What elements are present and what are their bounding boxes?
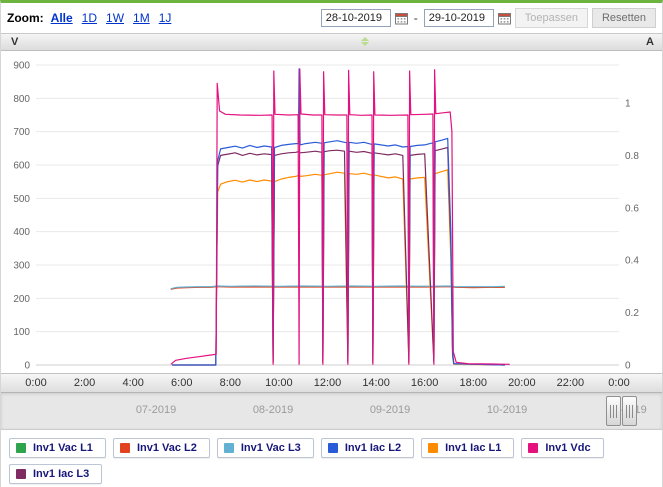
svg-text:800: 800 [13,94,30,105]
x-tick-label: 6:00 [171,377,193,389]
x-tick-label: 12:00 [313,377,342,389]
sort-arrow-icon [361,37,369,46]
legend-item[interactable]: Inv1 Iac L2 [320,438,415,458]
navigator-handle-left[interactable] [606,396,621,426]
legend-item-label: Inv1 Vdc [545,442,591,454]
svg-text:0: 0 [625,361,631,372]
zoom-option-1j[interactable]: 1J [158,11,172,25]
x-tick-label: 18:00 [459,377,488,389]
apply-button[interactable]: Toepassen [514,8,588,28]
left-axis-title: V [11,36,19,48]
sort-down-arrow-icon [361,42,369,46]
legend-swatch-icon [223,443,234,453]
legend-item[interactable]: Inv1 Vdc [521,438,604,458]
navigator-month-label: 07-2019 [135,404,177,416]
toolbar: Zoom: Alle 1D 1W 1M 1J - [1,3,662,33]
svg-text:0.2: 0.2 [625,308,639,319]
navigator-month-label: 08-2019 [252,404,294,416]
navigator-month-label: 10-2019 [486,404,528,416]
calendar-icon[interactable] [497,12,511,25]
legend-swatch-icon [428,443,439,453]
x-tick-label: 8:00 [219,377,242,389]
zoom-option-alle[interactable]: Alle [50,11,73,25]
grip-icon [610,404,617,418]
legend-item[interactable]: Inv1 Vac L2 [112,438,210,458]
legend-item-label: Inv1 Vac L2 [136,442,197,454]
x-tick-label: 14:00 [362,377,390,389]
legend-item[interactable]: Inv1 Vac L3 [216,438,314,458]
svg-text:200: 200 [13,294,30,305]
right-axis-title: A [646,36,654,48]
x-tick-label: 22:00 [556,377,585,389]
legend-item-label: Inv1 Vac L1 [33,442,93,454]
legend-swatch-icon [16,469,26,479]
date-range-separator: - [413,11,418,25]
x-tick-label: 10:00 [265,377,293,389]
legend-item-label: Inv1 Vac L3 [240,442,301,454]
legend-item[interactable]: Inv1 Iac L1 [421,438,515,458]
svg-text:0: 0 [24,361,30,372]
date-range-group: - Toepassen Resetten [320,8,656,28]
grip-icon [626,404,633,418]
legend-swatch-icon [528,443,539,453]
calendar-icon[interactable] [394,12,408,25]
zoom-option-1m[interactable]: 1M [133,11,150,25]
zoom-label: Zoom: [7,11,44,25]
x-tick-label: 20:00 [508,377,536,389]
legend: Inv1 Vac L1 Inv1 Vac L2 Inv1 Vac L3 Inv1 Ia… [1,430,662,487]
svg-text:0.8: 0.8 [625,151,639,162]
svg-text:500: 500 [13,194,30,205]
navigator-month-label: 09-2019 [369,404,411,416]
legend-item[interactable]: Inv1 Vac L1 [9,438,106,458]
svg-text:400: 400 [13,227,30,238]
x-tick-label: 0:00 [25,377,47,389]
navigator-handle-right[interactable] [622,396,637,426]
svg-text:0.4: 0.4 [625,256,639,267]
x-tick-label: 2:00 [73,377,96,389]
x-tick-label: 4:00 [122,377,144,389]
legend-swatch-icon [327,443,338,453]
legend-item[interactable]: Inv1 Iac L3 [9,464,103,484]
x-axis-bar: 0:00 2:00 4:00 6:00 8:00 10:00 12:00 14:00 16:00… [1,373,662,393]
legend-item-label: Inv1 Iac L2 [344,442,402,454]
svg-text:900: 900 [13,61,30,72]
svg-text:600: 600 [13,161,30,172]
legend-item-label: Inv1 Iac L3 [33,468,90,480]
zoom-option-1w[interactable]: 1W [106,11,125,25]
svg-text:0.6: 0.6 [625,203,639,214]
legend-swatch-icon [16,443,26,453]
zoom-links: Alle 1D 1W 1M 1J [51,11,181,25]
svg-text:300: 300 [13,261,30,272]
zoom-option-1d[interactable]: 1D [81,11,98,25]
date-from-input[interactable] [320,9,391,27]
x-tick-label: 0:00 [608,377,630,389]
svg-text:100: 100 [13,327,30,338]
chart-plot-area[interactable]: 0 100 200 300 400 500 600 700 800 900 0 0.2 0.4 0.6 0.… [1,51,662,373]
chart-svg[interactable]: 0 100 200 300 400 500 600 700 800 900 0 0.2 0.4 0.6 0.… [1,51,663,373]
svg-text:1: 1 [625,99,631,110]
legend-swatch-icon [119,443,130,453]
axis-title-bar: V A [1,33,662,51]
x-tick-label: 16:00 [410,377,439,389]
svg-text:700: 700 [13,127,30,138]
sort-up-arrow-icon [361,37,369,41]
date-to-input[interactable] [423,9,494,27]
reset-button[interactable]: Resetten [591,8,656,28]
legend-item-label: Inv1 Iac L1 [445,442,502,454]
